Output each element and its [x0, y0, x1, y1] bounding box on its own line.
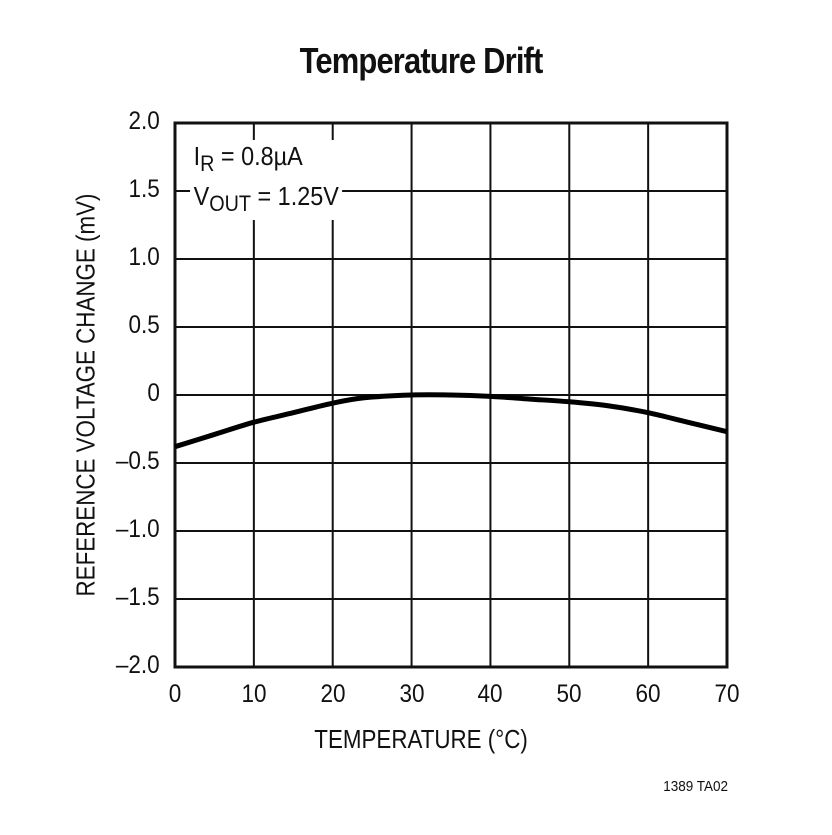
x-tick-label: 30: [399, 680, 425, 708]
conditions-annotation: IR = 0.8µA VOUT = 1.25V: [190, 140, 343, 220]
y-tick-label: 2.0: [128, 107, 160, 135]
y-tick-label: 0: [147, 379, 160, 407]
chart-title: Temperature Drift: [299, 40, 544, 81]
x-tick-label: 60: [635, 680, 661, 708]
y-tick-label: –1.5: [116, 583, 160, 611]
y-tick-label: 1.5: [128, 175, 160, 203]
x-tick-label: 50: [556, 680, 582, 708]
y-axis-label: REFERENCE VOLTAGE CHANGE (mV): [70, 193, 101, 597]
x-tick-label: 20: [320, 680, 346, 708]
x-tick-label: 0: [168, 680, 182, 708]
x-tick-label: 70: [714, 680, 740, 708]
plot-frame: [173, 121, 729, 669]
y-tick-label: 1.0: [128, 243, 160, 271]
x-tick-label: 40: [477, 680, 503, 708]
y-tick-label: –1.0: [116, 515, 160, 543]
y-tick-label: –0.5: [116, 447, 160, 475]
figure-code: 1389 TA02: [663, 778, 728, 795]
annotation-current: IR = 0.8µA: [193, 141, 303, 176]
y-tick-label: 0.5: [128, 311, 160, 339]
y-tick-label: –2.0: [116, 651, 160, 679]
x-tick-label: 10: [241, 680, 267, 708]
x-axis-label: TEMPERATURE (°C): [314, 724, 528, 754]
data-series-line: [174, 392, 728, 450]
annotation-vout: VOUT = 1.25V: [193, 181, 339, 216]
